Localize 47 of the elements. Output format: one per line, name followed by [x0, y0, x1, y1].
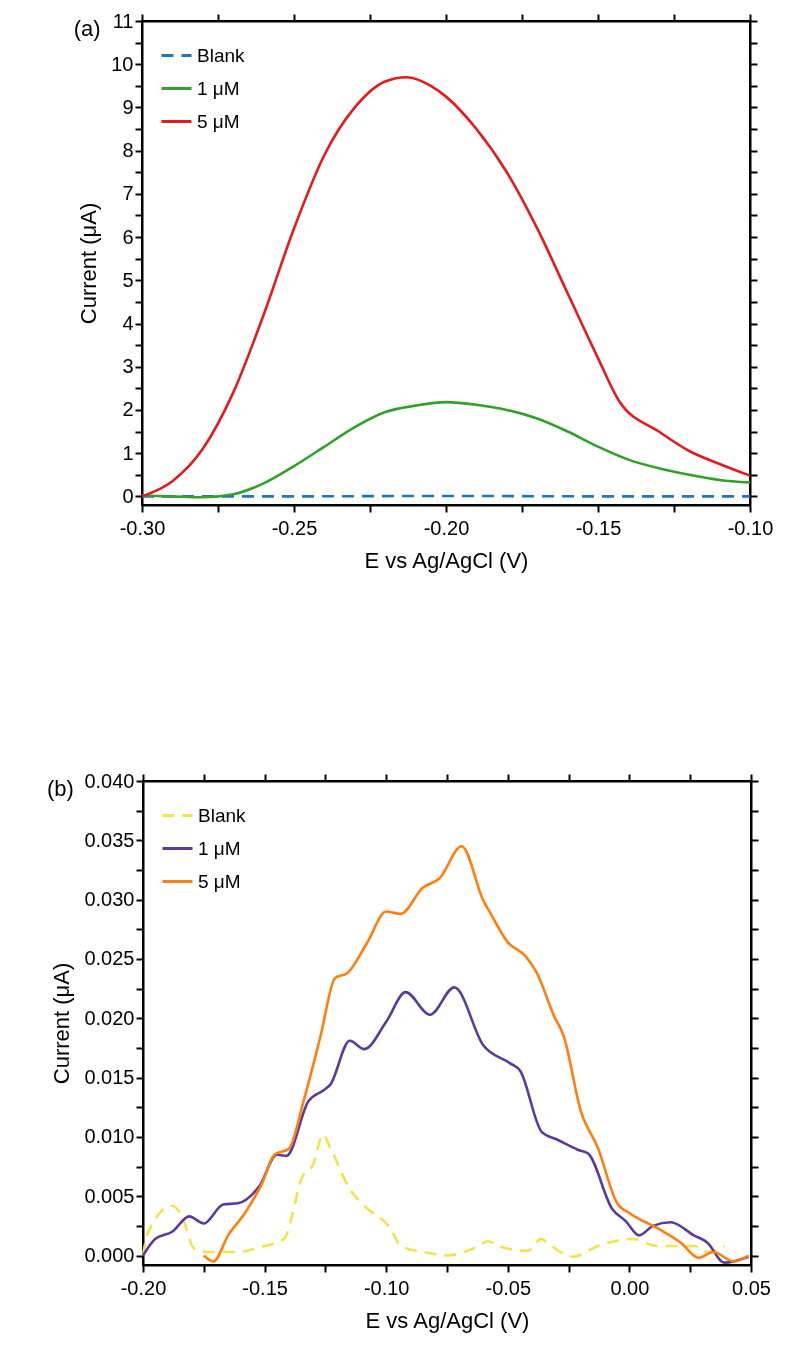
- y-tick-label: 5: [122, 268, 134, 291]
- y-tick-label: 0.005: [84, 1184, 135, 1207]
- y-axis-title: Current (μA): [49, 962, 75, 1085]
- legend-label: Blank: [197, 44, 246, 66]
- line-series: [140, 75, 752, 498]
- y-tick-label: 8: [122, 139, 134, 162]
- x-tick-label: 0.05: [732, 1276, 771, 1299]
- x-axis-title: E vs Ag/AgCl (V): [364, 547, 529, 573]
- y-tick-label: 0.020: [84, 1006, 135, 1029]
- x-tick-label: -0.25: [271, 516, 318, 539]
- y-tick-label: 0: [122, 484, 134, 507]
- legend-label: 1 μM: [197, 77, 240, 99]
- y-tick-label: 0.030: [84, 888, 135, 911]
- x-tick-label: -0.15: [575, 516, 622, 539]
- y-tick-label: 4: [122, 312, 134, 334]
- chart-title: (a): [73, 16, 101, 41]
- line-series: [141, 1133, 726, 1258]
- y-tick-label: 0.040: [84, 769, 135, 792]
- y-tick-label: 0.010: [84, 1125, 135, 1148]
- y-tick-label: 10: [111, 52, 134, 75]
- y-tick-label: 11: [112, 9, 134, 32]
- y-tick-label: 0.025: [84, 947, 135, 970]
- legend-label: 1 μM: [198, 837, 241, 859]
- legend-label: 5 μM: [198, 870, 241, 892]
- y-axis-title: Current (μA): [76, 202, 102, 325]
- x-tick-label: -0.20: [423, 516, 470, 539]
- legend-label: 5 μM: [197, 110, 240, 132]
- x-axis-title: E vs Ag/AgCl (V): [365, 1307, 530, 1333]
- y-tick-label: 7: [122, 182, 134, 205]
- y-tick-label: 0.015: [84, 1066, 135, 1089]
- x-tick-label: -0.10: [727, 516, 774, 539]
- y-tick-label: 0.035: [84, 828, 135, 851]
- x-tick-label: -0.20: [120, 1276, 167, 1299]
- line-series: [140, 400, 752, 499]
- y-tick-label: 9: [122, 95, 134, 118]
- y-tick-label: 2: [122, 398, 134, 421]
- x-tick-label: -0.05: [485, 1276, 532, 1299]
- y-tick-label: 0.000: [84, 1244, 135, 1267]
- x-tick-label: -0.30: [119, 516, 166, 539]
- x-tick-label: -0.15: [242, 1276, 288, 1299]
- y-tick-label: 6: [122, 225, 134, 248]
- y-tick-label: 1: [122, 441, 134, 464]
- legend-label: Blank: [198, 804, 247, 826]
- x-tick-label: 0.00: [610, 1276, 650, 1299]
- chart-title: (b): [46, 776, 74, 801]
- x-tick-label: -0.10: [363, 1276, 410, 1299]
- y-tick-label: 3: [122, 355, 134, 378]
